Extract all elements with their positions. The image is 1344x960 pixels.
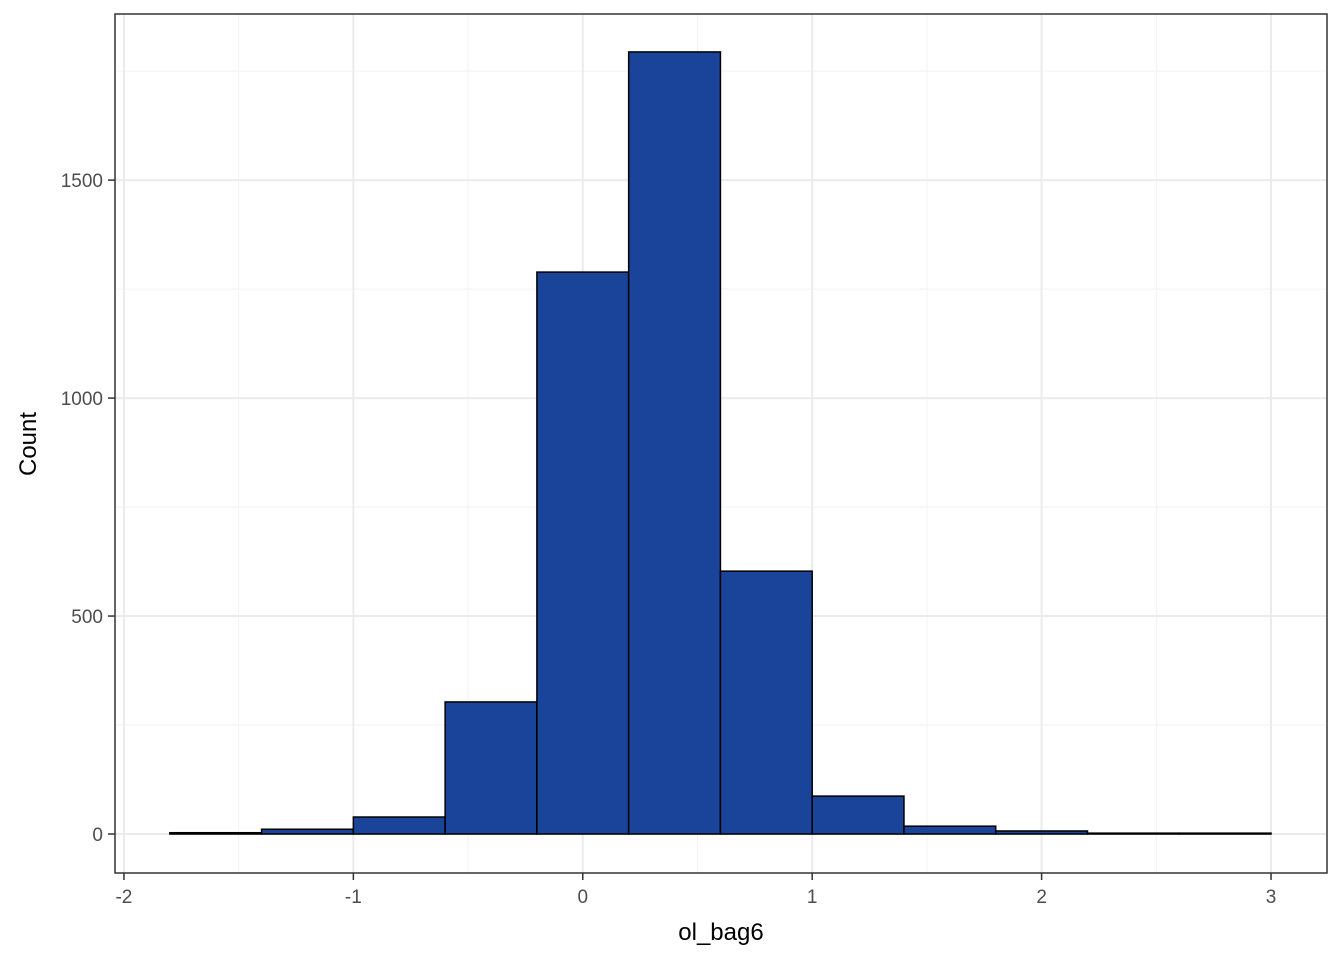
panel-border — [114, 13, 1328, 874]
x-tick-label: -1 — [345, 887, 362, 908]
bar — [169, 831, 263, 835]
y-tick-label: 1000 — [61, 389, 103, 410]
x-tick-label: 0 — [577, 887, 588, 908]
x-tick-label: 2 — [1036, 887, 1047, 908]
x-tick-label: 3 — [1266, 887, 1277, 908]
y-tick-label: 0 — [92, 825, 103, 846]
y-tick-label: 1500 — [61, 171, 103, 192]
bar — [536, 271, 630, 835]
bar — [903, 825, 997, 835]
bar — [719, 570, 813, 835]
bar — [627, 51, 722, 835]
x-tick-label: -2 — [115, 887, 132, 908]
y-axis-title: Count — [15, 412, 42, 476]
bar — [811, 795, 905, 835]
x-tick-label: 1 — [807, 887, 818, 908]
bar — [1178, 832, 1272, 835]
x-axis-title: ol_bag6 — [678, 919, 763, 946]
y-tick-label: 500 — [71, 607, 103, 628]
bar — [1086, 832, 1181, 835]
bar — [994, 830, 1089, 835]
bar — [444, 701, 538, 835]
bar — [260, 828, 355, 835]
bar — [352, 816, 446, 835]
